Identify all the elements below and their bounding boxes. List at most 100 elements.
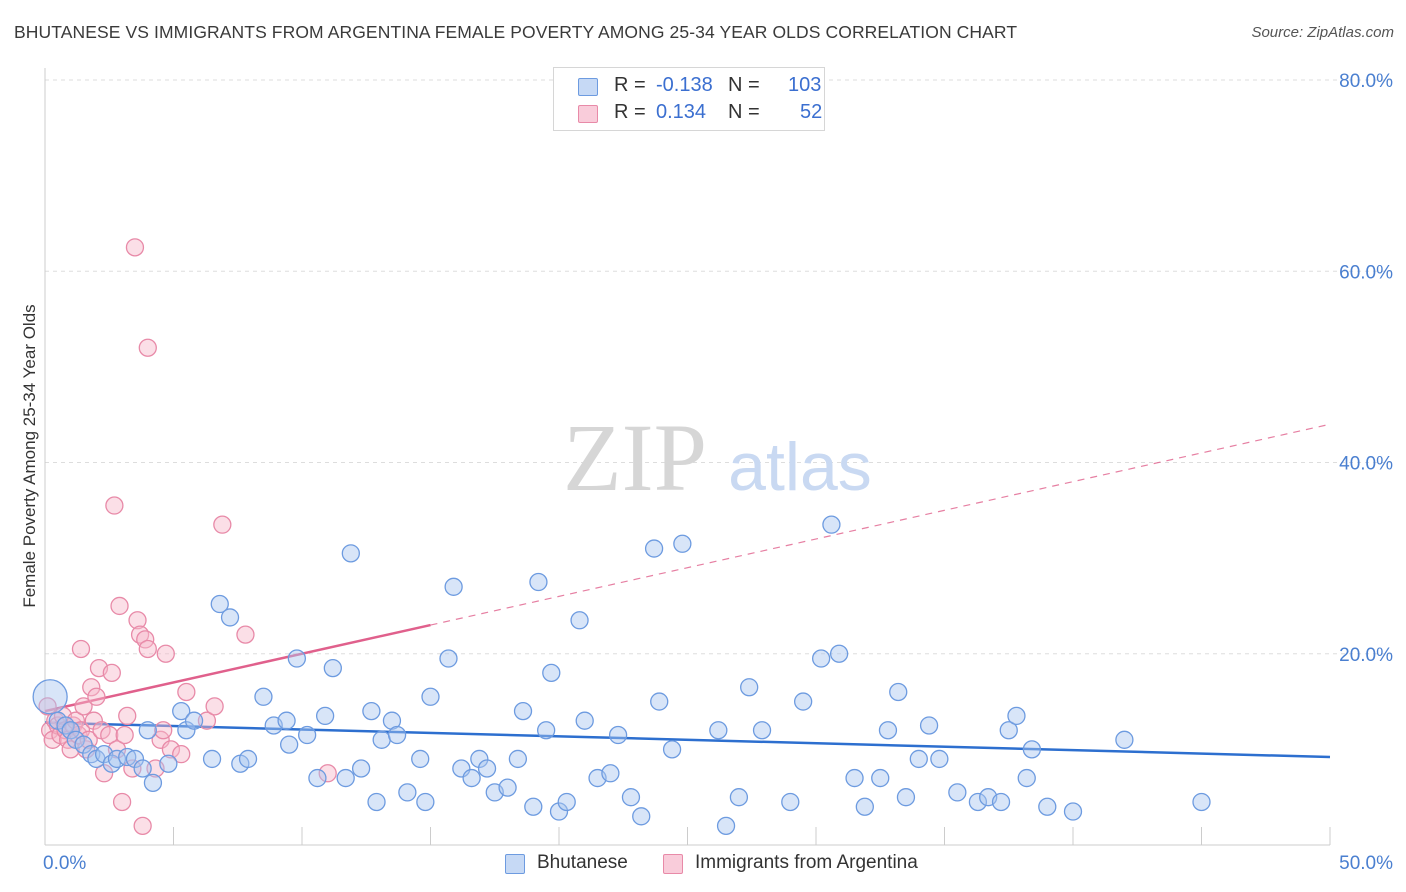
blue-data-point: [351, 759, 371, 778]
blue-data-point: [662, 740, 682, 759]
blue-data-point: [323, 658, 342, 678]
blue-data-point: [421, 687, 440, 706]
blue-data-point: [202, 749, 222, 769]
blue-data-point: [172, 701, 191, 721]
blue-data-point: [644, 539, 664, 558]
tick-labels: 20.0% 40.0% 60.0% 80.0% 0.0% 50.0%: [43, 71, 1393, 874]
blue-data-point: [74, 735, 93, 754]
blue-data-point: [1063, 802, 1083, 821]
blue-data-point: [125, 749, 145, 769]
blue-data-point: [896, 788, 916, 807]
blue-data-point: [781, 792, 800, 812]
blue-data-point: [889, 682, 908, 702]
blue-data-point: [32, 679, 68, 715]
blue-data-point: [968, 792, 988, 812]
legend-n-label: N =: [728, 101, 760, 123]
blue-data-point: [709, 721, 728, 740]
blue-data-point: [822, 515, 841, 534]
argentina-points: [38, 238, 337, 836]
pink-data-point: [94, 764, 114, 783]
bottom-legend-label: Bhutanese: [537, 852, 628, 873]
y-axis-label: Female Poverty Among 25-34 Year Olds: [20, 304, 39, 607]
pink-data-point: [154, 721, 173, 740]
blue-data-point: [524, 797, 543, 816]
blue-data-point: [411, 749, 430, 769]
blue-data-point: [297, 725, 317, 745]
blue-data-point: [729, 788, 749, 807]
legend-r-label: R =: [614, 101, 646, 123]
bottom-legend-label: Immigrants from Argentina: [695, 852, 918, 873]
pink-data-point: [197, 711, 217, 730]
blue-data-point: [794, 692, 813, 711]
blue-data-point: [238, 749, 258, 769]
blue-data-point: [143, 773, 163, 792]
blue-data-point: [570, 611, 589, 630]
pink-data-point: [156, 644, 175, 663]
blue-data-point: [416, 792, 435, 812]
blue-data-point: [184, 711, 204, 730]
pink-data-point: [66, 711, 85, 730]
blue-data-point: [372, 730, 391, 749]
pink-data-point: [128, 611, 147, 630]
pink-data-point: [133, 816, 152, 836]
blue-data-point: [948, 783, 967, 802]
pink-data-point: [161, 740, 181, 759]
blue-data-point: [608, 725, 628, 745]
pink-data-point: [112, 792, 132, 812]
pink-data-point: [71, 639, 91, 659]
legend-swatch-pink: [578, 105, 598, 123]
pink-data-point: [87, 687, 106, 706]
pink-data-point: [236, 625, 255, 644]
chart-title: BHUTANESE VS IMMIGRANTS FROM ARGENTINA F…: [14, 22, 1018, 42]
bottom-legend-swatch-blue: [505, 854, 525, 874]
watermark-zip: ZIP: [563, 404, 707, 511]
blue-data-point: [1038, 797, 1057, 816]
blue-data-point: [549, 802, 569, 821]
blue-data-point: [1022, 740, 1042, 759]
pink-data-point: [115, 725, 134, 745]
blue-data-point: [462, 768, 481, 788]
blue-data-point: [287, 649, 307, 668]
correlation-legend: R = -0.138 N = 103 R = 0.134 N = 52: [553, 67, 825, 131]
blue-data-point: [529, 572, 548, 592]
watermark-atlas: atlas: [728, 429, 872, 505]
blue-data-point: [909, 749, 928, 769]
blue-data-point: [138, 721, 157, 740]
blue-data-point: [277, 711, 296, 730]
legend-n-value: 52: [800, 101, 823, 123]
blue-data-point: [871, 768, 890, 788]
x-tick-label: 0.0%: [43, 853, 86, 874]
axes: [44, 68, 1331, 846]
y-tick-label: 40.0%: [1339, 454, 1393, 475]
blue-data-point: [1192, 792, 1211, 812]
y-tick-label: 20.0%: [1339, 645, 1393, 666]
blue-data-point: [621, 788, 641, 807]
pink-data-point: [74, 697, 93, 716]
legend-r-label: R =: [614, 74, 646, 96]
blue-data-point: [159, 754, 178, 773]
bhutanese-points: [32, 515, 1211, 836]
pink-data-point: [102, 663, 121, 683]
bottom-legend-swatch-pink: [663, 854, 683, 874]
blue-data-point: [210, 594, 229, 614]
blue-data-point: [133, 759, 152, 778]
blue-data-point: [336, 768, 355, 788]
source-credit: Source: ZipAtlas.com: [1251, 24, 1394, 41]
pink-data-point: [318, 764, 337, 783]
blue-data-point: [1017, 768, 1036, 788]
watermark: ZIP atlas: [563, 404, 872, 511]
pink-data-point: [84, 711, 103, 730]
legend-r-value: -0.138: [656, 74, 713, 96]
legend-n-value: 103: [788, 74, 822, 96]
blue-data-point: [537, 721, 556, 740]
pink-data-point: [118, 706, 137, 726]
pink-data-point: [205, 697, 224, 716]
blue-data-point: [575, 711, 594, 730]
blue-data-point: [752, 721, 772, 740]
blue-trend-line: [44, 721, 1331, 759]
pink-data-point: [82, 678, 101, 697]
pink-data-point: [125, 238, 145, 257]
pink-trend-line: [44, 623, 431, 713]
x-tick-label: 50.0%: [1339, 853, 1393, 874]
